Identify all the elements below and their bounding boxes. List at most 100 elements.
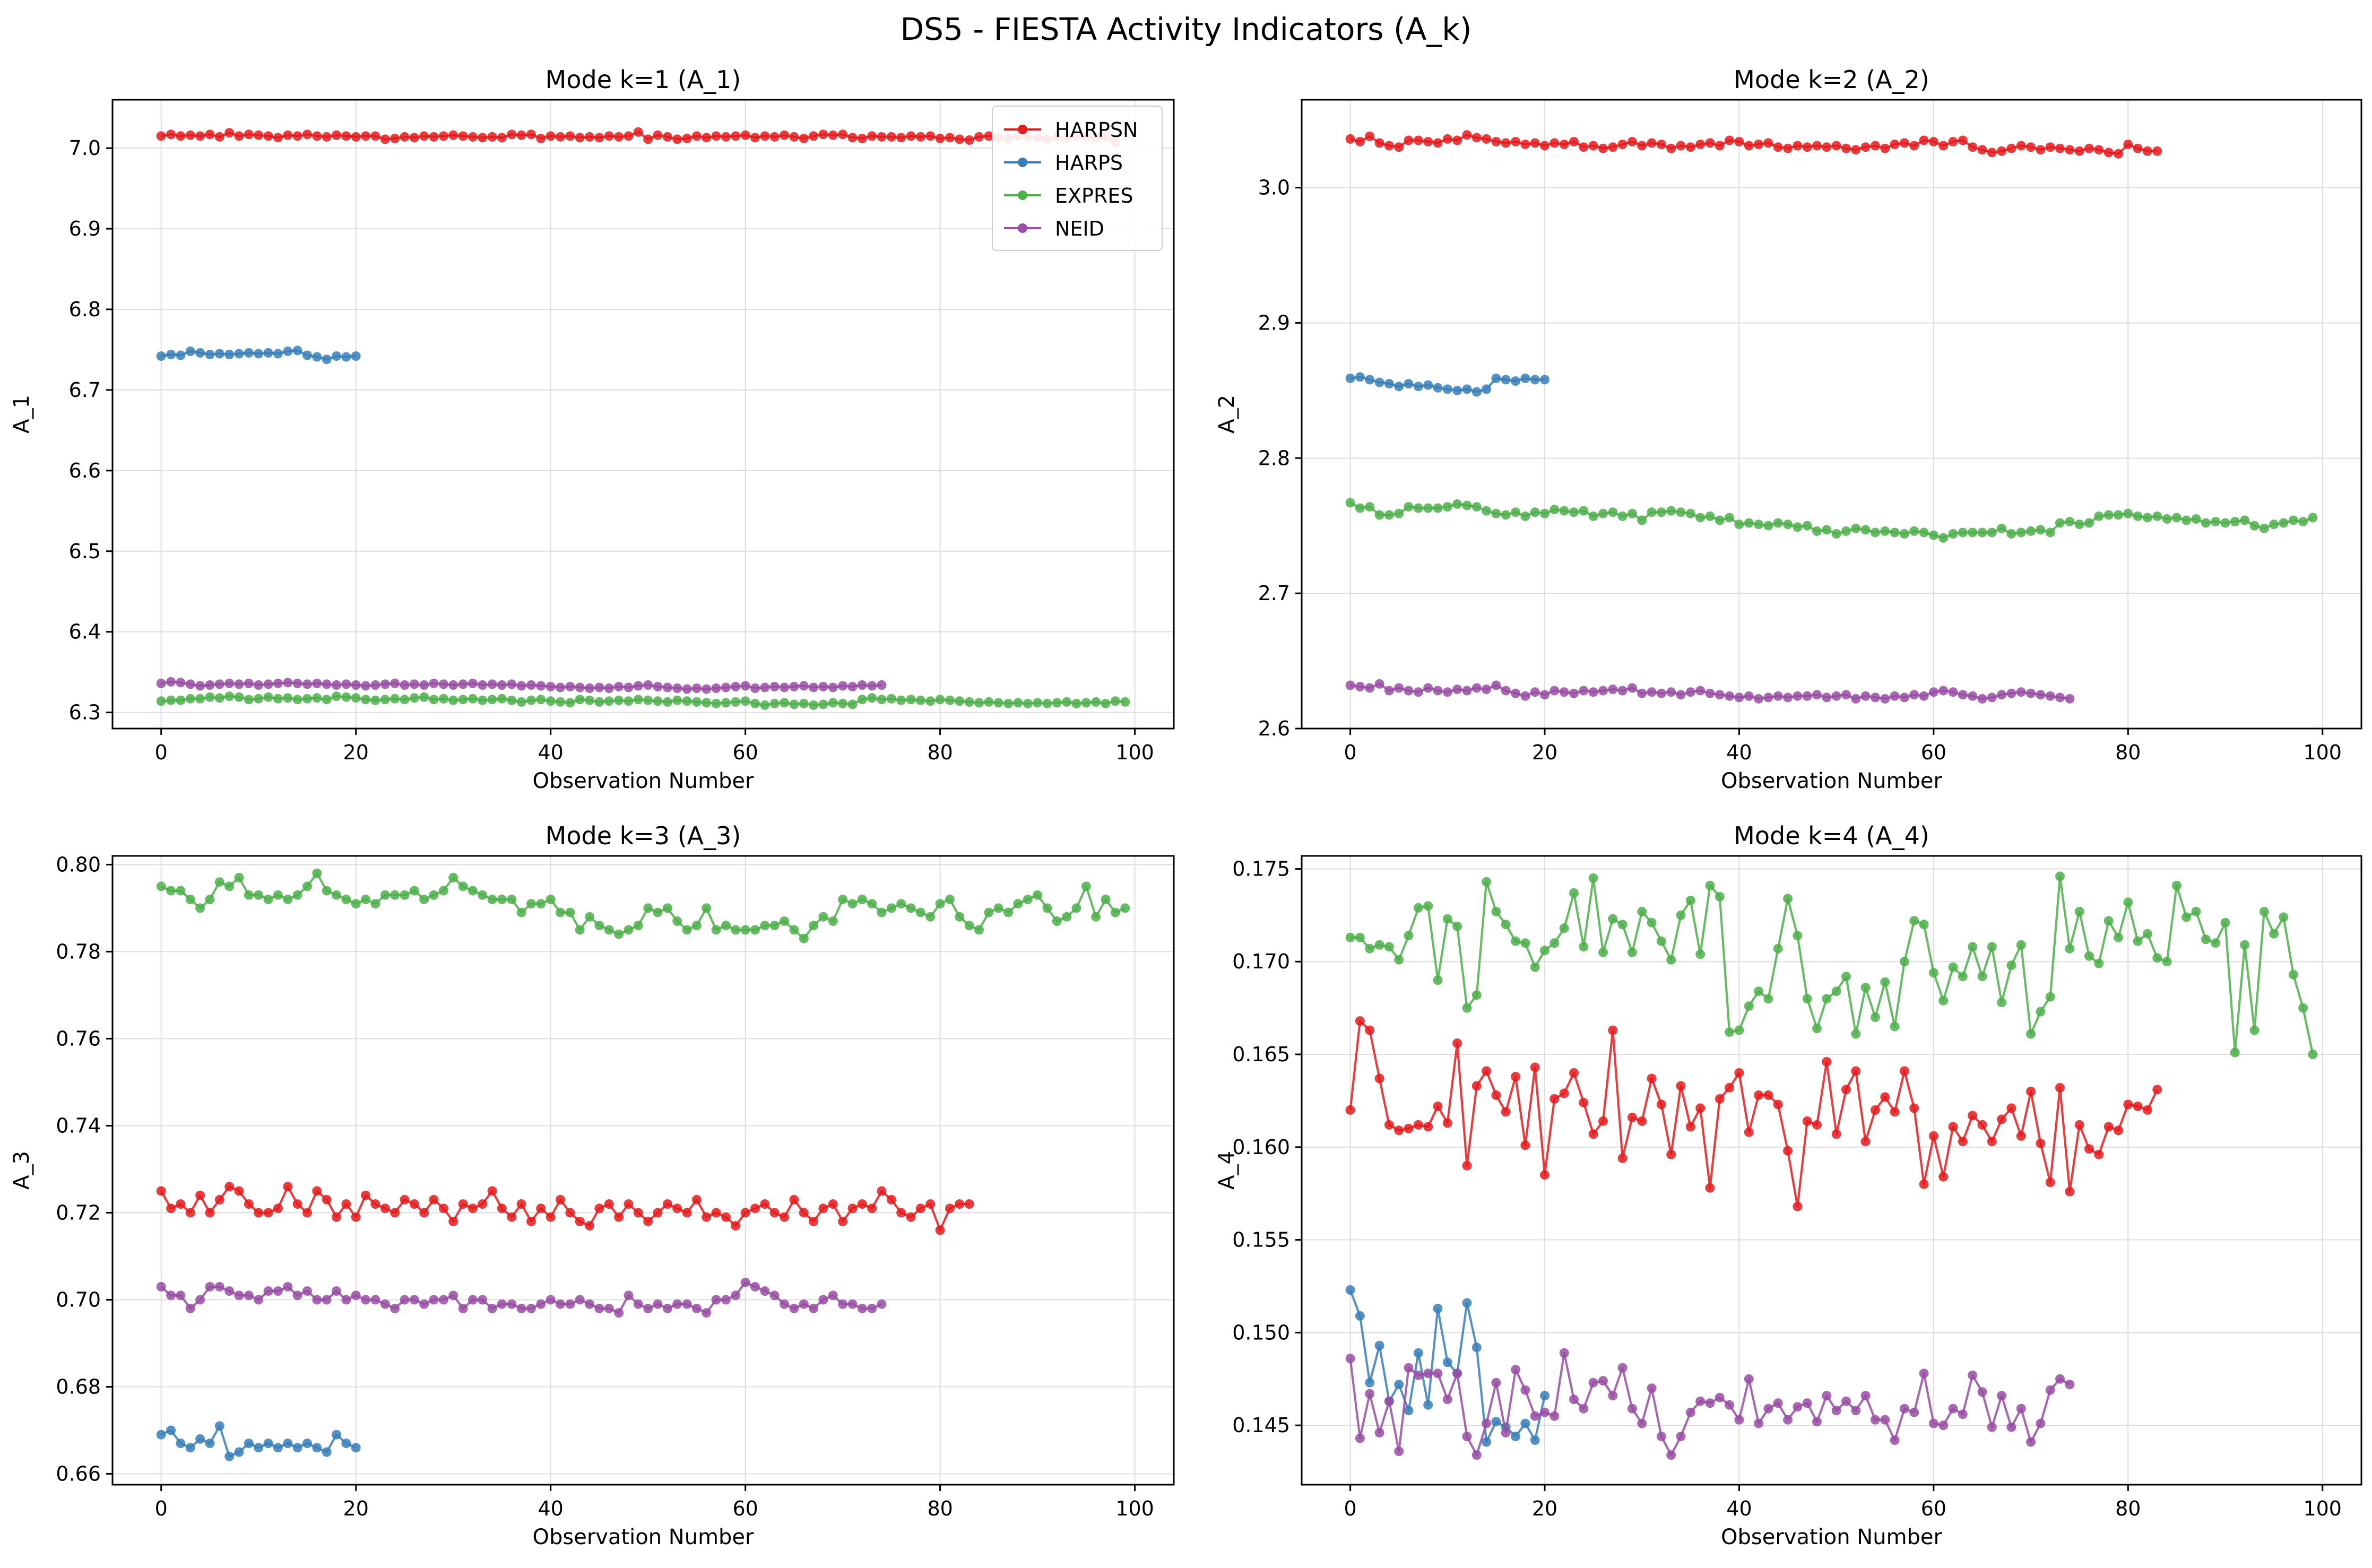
data-point-expres [1491, 906, 1501, 916]
data-point-expres [1003, 907, 1014, 917]
data-point-expres [1938, 533, 1949, 543]
data-point-neid [429, 678, 439, 688]
data-point-harpsn [234, 131, 244, 141]
series-line-expres [1350, 875, 2314, 1055]
data-point-neid [1783, 1415, 1793, 1425]
data-point-harpsn [1511, 137, 1521, 146]
data-point-expres [2279, 912, 2289, 922]
data-point-expres [604, 925, 614, 935]
data-point-harps [1471, 1342, 1482, 1353]
data-point-harpsn [1997, 1114, 2007, 1124]
data-point-expres [1617, 920, 1627, 930]
data-point-expres [789, 699, 799, 709]
data-point-expres [1783, 519, 1793, 530]
data-point-neid [1549, 686, 1560, 696]
data-point-expres [1033, 890, 1043, 900]
data-point-expres [1928, 968, 1938, 978]
data-point-neid [507, 679, 517, 689]
x-tick-label: 0 [155, 741, 168, 764]
data-point-expres [516, 697, 526, 707]
data-point-neid [370, 680, 380, 690]
data-point-neid [536, 1299, 546, 1309]
data-point-expres [1656, 507, 1666, 517]
data-point-expres [624, 696, 634, 706]
data-point-expres [214, 693, 224, 703]
data-point-harpsn [185, 130, 195, 140]
data-point-expres [302, 694, 312, 704]
data-point-harpsn [1501, 1107, 1511, 1117]
data-point-expres [838, 698, 848, 708]
data-point-expres [1081, 698, 1091, 708]
data-point-expres [682, 696, 692, 706]
data-point-neid [341, 1295, 351, 1305]
data-point-neid [438, 1295, 448, 1305]
data-point-harps [341, 1439, 351, 1449]
data-point-harpsn [370, 131, 380, 141]
data-point-expres [721, 921, 731, 931]
data-point-harps [185, 346, 195, 356]
data-point-expres [1091, 697, 1101, 707]
data-point-harpsn [1890, 1107, 1900, 1117]
data-point-harpsn [1520, 140, 1530, 150]
data-point-harpsn [799, 1208, 809, 1218]
data-point-neid [2065, 694, 2075, 704]
data-point-harps [1471, 387, 1482, 397]
data-point-expres [1773, 943, 1783, 954]
data-point-expres [1588, 511, 1598, 521]
data-point-neid [234, 679, 244, 689]
data-point-harpsn [857, 1199, 867, 1209]
data-point-neid [691, 1303, 702, 1313]
data-point-expres [896, 695, 906, 705]
data-point-expres [974, 698, 984, 708]
data-point-expres [925, 696, 936, 706]
y-axis-label: A_4 [1215, 1151, 1239, 1190]
data-point-harpsn [1579, 1097, 1589, 1107]
data-point-neid [769, 1290, 780, 1301]
data-point-expres [322, 886, 332, 896]
data-point-harpsn [1851, 1066, 1861, 1076]
data-point-expres [1647, 917, 1657, 928]
data-point-harpsn [1627, 1112, 1637, 1122]
data-point-harpsn [1442, 134, 1452, 144]
data-point-neid [614, 1308, 624, 1318]
data-point-expres [896, 899, 906, 909]
data-point-expres [2259, 906, 2269, 916]
data-point-neid [166, 1290, 176, 1301]
data-point-neid [760, 1286, 770, 1296]
data-point-neid [546, 682, 556, 691]
data-point-expres [1997, 523, 2007, 533]
data-point-expres [691, 697, 702, 707]
x-axis-label: Observation Number [1721, 1525, 1943, 1549]
data-point-harpsn [604, 1199, 614, 1209]
data-point-neid [809, 682, 819, 692]
data-point-expres [780, 698, 790, 708]
data-point-expres [886, 903, 896, 913]
data-point-harpsn [702, 133, 712, 143]
data-point-neid [594, 682, 604, 692]
data-point-expres [2269, 929, 2279, 939]
data-point-expres [1763, 521, 1773, 531]
data-point-expres [205, 895, 215, 904]
data-point-harpsn [2026, 1086, 2036, 1096]
data-point-neid [1374, 1428, 1384, 1438]
data-point-neid [1482, 1418, 1492, 1428]
x-axis-label: Observation Number [1721, 769, 1943, 793]
x-tick-label: 40 [1726, 1497, 1752, 1520]
data-point-harps [283, 346, 293, 356]
data-point-expres [1023, 895, 1033, 904]
legend-marker-expres [1018, 190, 1027, 200]
data-point-harpsn [614, 1212, 624, 1222]
data-point-expres [2249, 521, 2260, 531]
data-point-expres [1520, 938, 1530, 948]
data-point-expres [1413, 503, 1423, 513]
data-point-harpsn [721, 1212, 731, 1222]
data-point-expres [312, 693, 322, 703]
axes-frame [1301, 99, 2362, 730]
data-point-expres [2220, 917, 2230, 928]
data-point-expres [1822, 525, 1832, 535]
data-point-harpsn [1958, 1137, 1968, 1147]
data-point-expres [2240, 940, 2250, 950]
data-point-expres [1598, 508, 1608, 518]
data-point-expres [244, 890, 254, 900]
data-point-harpsn [448, 130, 458, 140]
